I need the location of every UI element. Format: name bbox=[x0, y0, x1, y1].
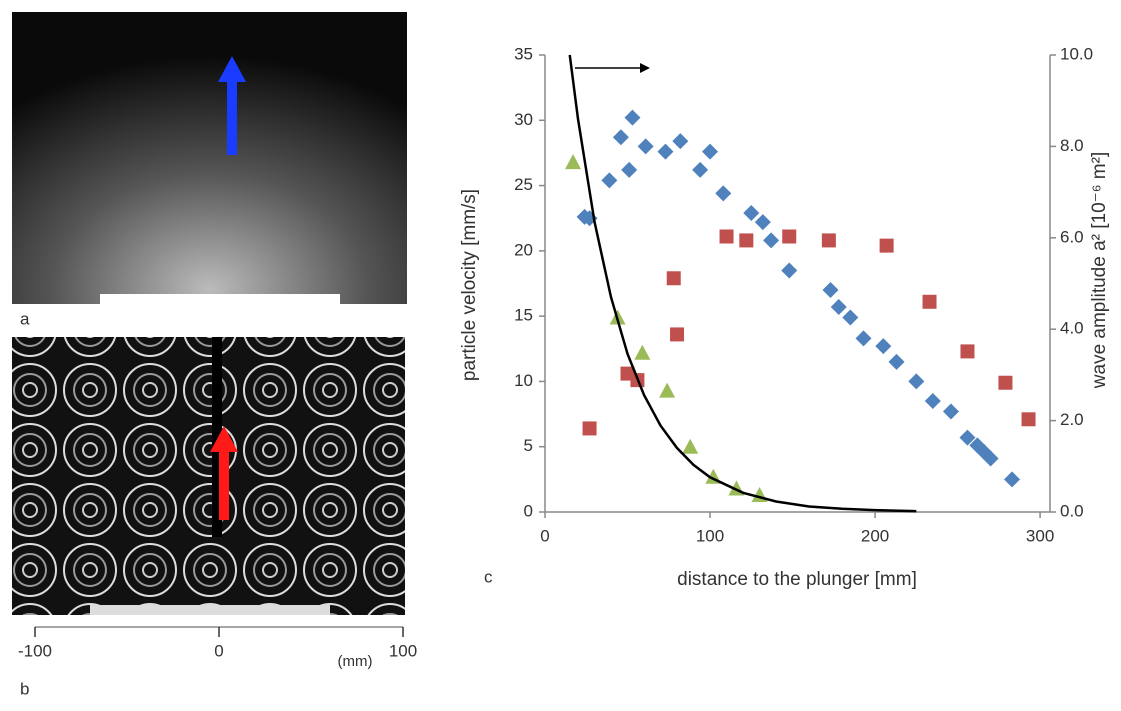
point bbox=[763, 232, 780, 249]
point bbox=[666, 271, 681, 286]
scale-tick-label: 0 bbox=[214, 641, 223, 660]
point bbox=[657, 143, 674, 160]
y2-tick-label: 0.0 bbox=[1060, 501, 1084, 520]
point bbox=[830, 299, 847, 316]
scale-tick-label: 100 bbox=[389, 641, 417, 660]
point bbox=[842, 309, 859, 326]
line bbox=[568, 54, 917, 513]
point bbox=[888, 353, 905, 370]
point bbox=[702, 143, 719, 160]
y-tick-label: 0 bbox=[524, 501, 533, 520]
point bbox=[621, 161, 638, 178]
y-tick-label: 25 bbox=[514, 175, 533, 194]
point bbox=[670, 327, 685, 342]
point bbox=[960, 344, 975, 359]
point bbox=[743, 204, 760, 221]
point bbox=[601, 172, 618, 189]
point bbox=[982, 450, 999, 467]
y-tick-label: 35 bbox=[514, 44, 533, 63]
x-tick-label: 0 bbox=[540, 526, 549, 545]
point bbox=[624, 109, 641, 126]
point bbox=[942, 403, 959, 420]
photo-a bbox=[12, 12, 407, 304]
annotation-arrow-head bbox=[640, 63, 650, 73]
x-tick-label: 100 bbox=[696, 526, 724, 545]
point bbox=[855, 330, 872, 347]
point bbox=[1004, 471, 1021, 488]
y2-tick-label: 4.0 bbox=[1060, 319, 1084, 338]
panel-label: a bbox=[20, 309, 30, 328]
y2-tick-label: 2.0 bbox=[1060, 410, 1084, 429]
point bbox=[924, 393, 941, 410]
point bbox=[715, 185, 732, 202]
y-tick-label: 15 bbox=[514, 306, 533, 325]
y2-axis-label: wave amplitude a² [10⁻⁶ m²] bbox=[1089, 152, 1110, 389]
point bbox=[782, 229, 797, 244]
point bbox=[637, 138, 654, 155]
point bbox=[998, 375, 1013, 390]
photo-b bbox=[12, 337, 405, 615]
point bbox=[692, 161, 709, 178]
point bbox=[959, 429, 976, 446]
point bbox=[672, 133, 689, 150]
point bbox=[781, 262, 798, 279]
panel-label: c bbox=[484, 567, 493, 586]
y-tick-label: 20 bbox=[514, 240, 533, 259]
point bbox=[822, 282, 839, 299]
y2-tick-label: 6.0 bbox=[1060, 227, 1084, 246]
point bbox=[754, 214, 771, 231]
x-tick-label: 300 bbox=[1026, 526, 1054, 545]
point bbox=[659, 382, 676, 398]
x-tick-label: 200 bbox=[861, 526, 889, 545]
scale-tick-label: -100 bbox=[18, 641, 52, 660]
y-tick-label: 10 bbox=[514, 371, 533, 390]
point bbox=[612, 129, 629, 146]
point bbox=[908, 373, 925, 390]
scale-unit: (mm) bbox=[338, 653, 373, 670]
point bbox=[739, 233, 754, 248]
y-tick-label: 30 bbox=[514, 110, 533, 129]
y2-tick-label: 8.0 bbox=[1060, 136, 1084, 155]
point bbox=[875, 338, 892, 355]
point bbox=[719, 229, 734, 244]
panel-label: b bbox=[20, 679, 29, 698]
point bbox=[565, 154, 582, 170]
point bbox=[922, 294, 937, 309]
point bbox=[821, 233, 836, 248]
point bbox=[1021, 412, 1036, 427]
y-axis-label: particle velocity [mm/s] bbox=[459, 189, 480, 381]
y2-tick-label: 10.0 bbox=[1060, 44, 1093, 63]
point bbox=[682, 438, 699, 454]
x-axis-label: distance to the plunger [mm] bbox=[677, 569, 917, 590]
y-tick-label: 5 bbox=[524, 436, 533, 455]
point bbox=[582, 421, 597, 436]
point bbox=[879, 238, 894, 253]
point bbox=[634, 344, 651, 360]
